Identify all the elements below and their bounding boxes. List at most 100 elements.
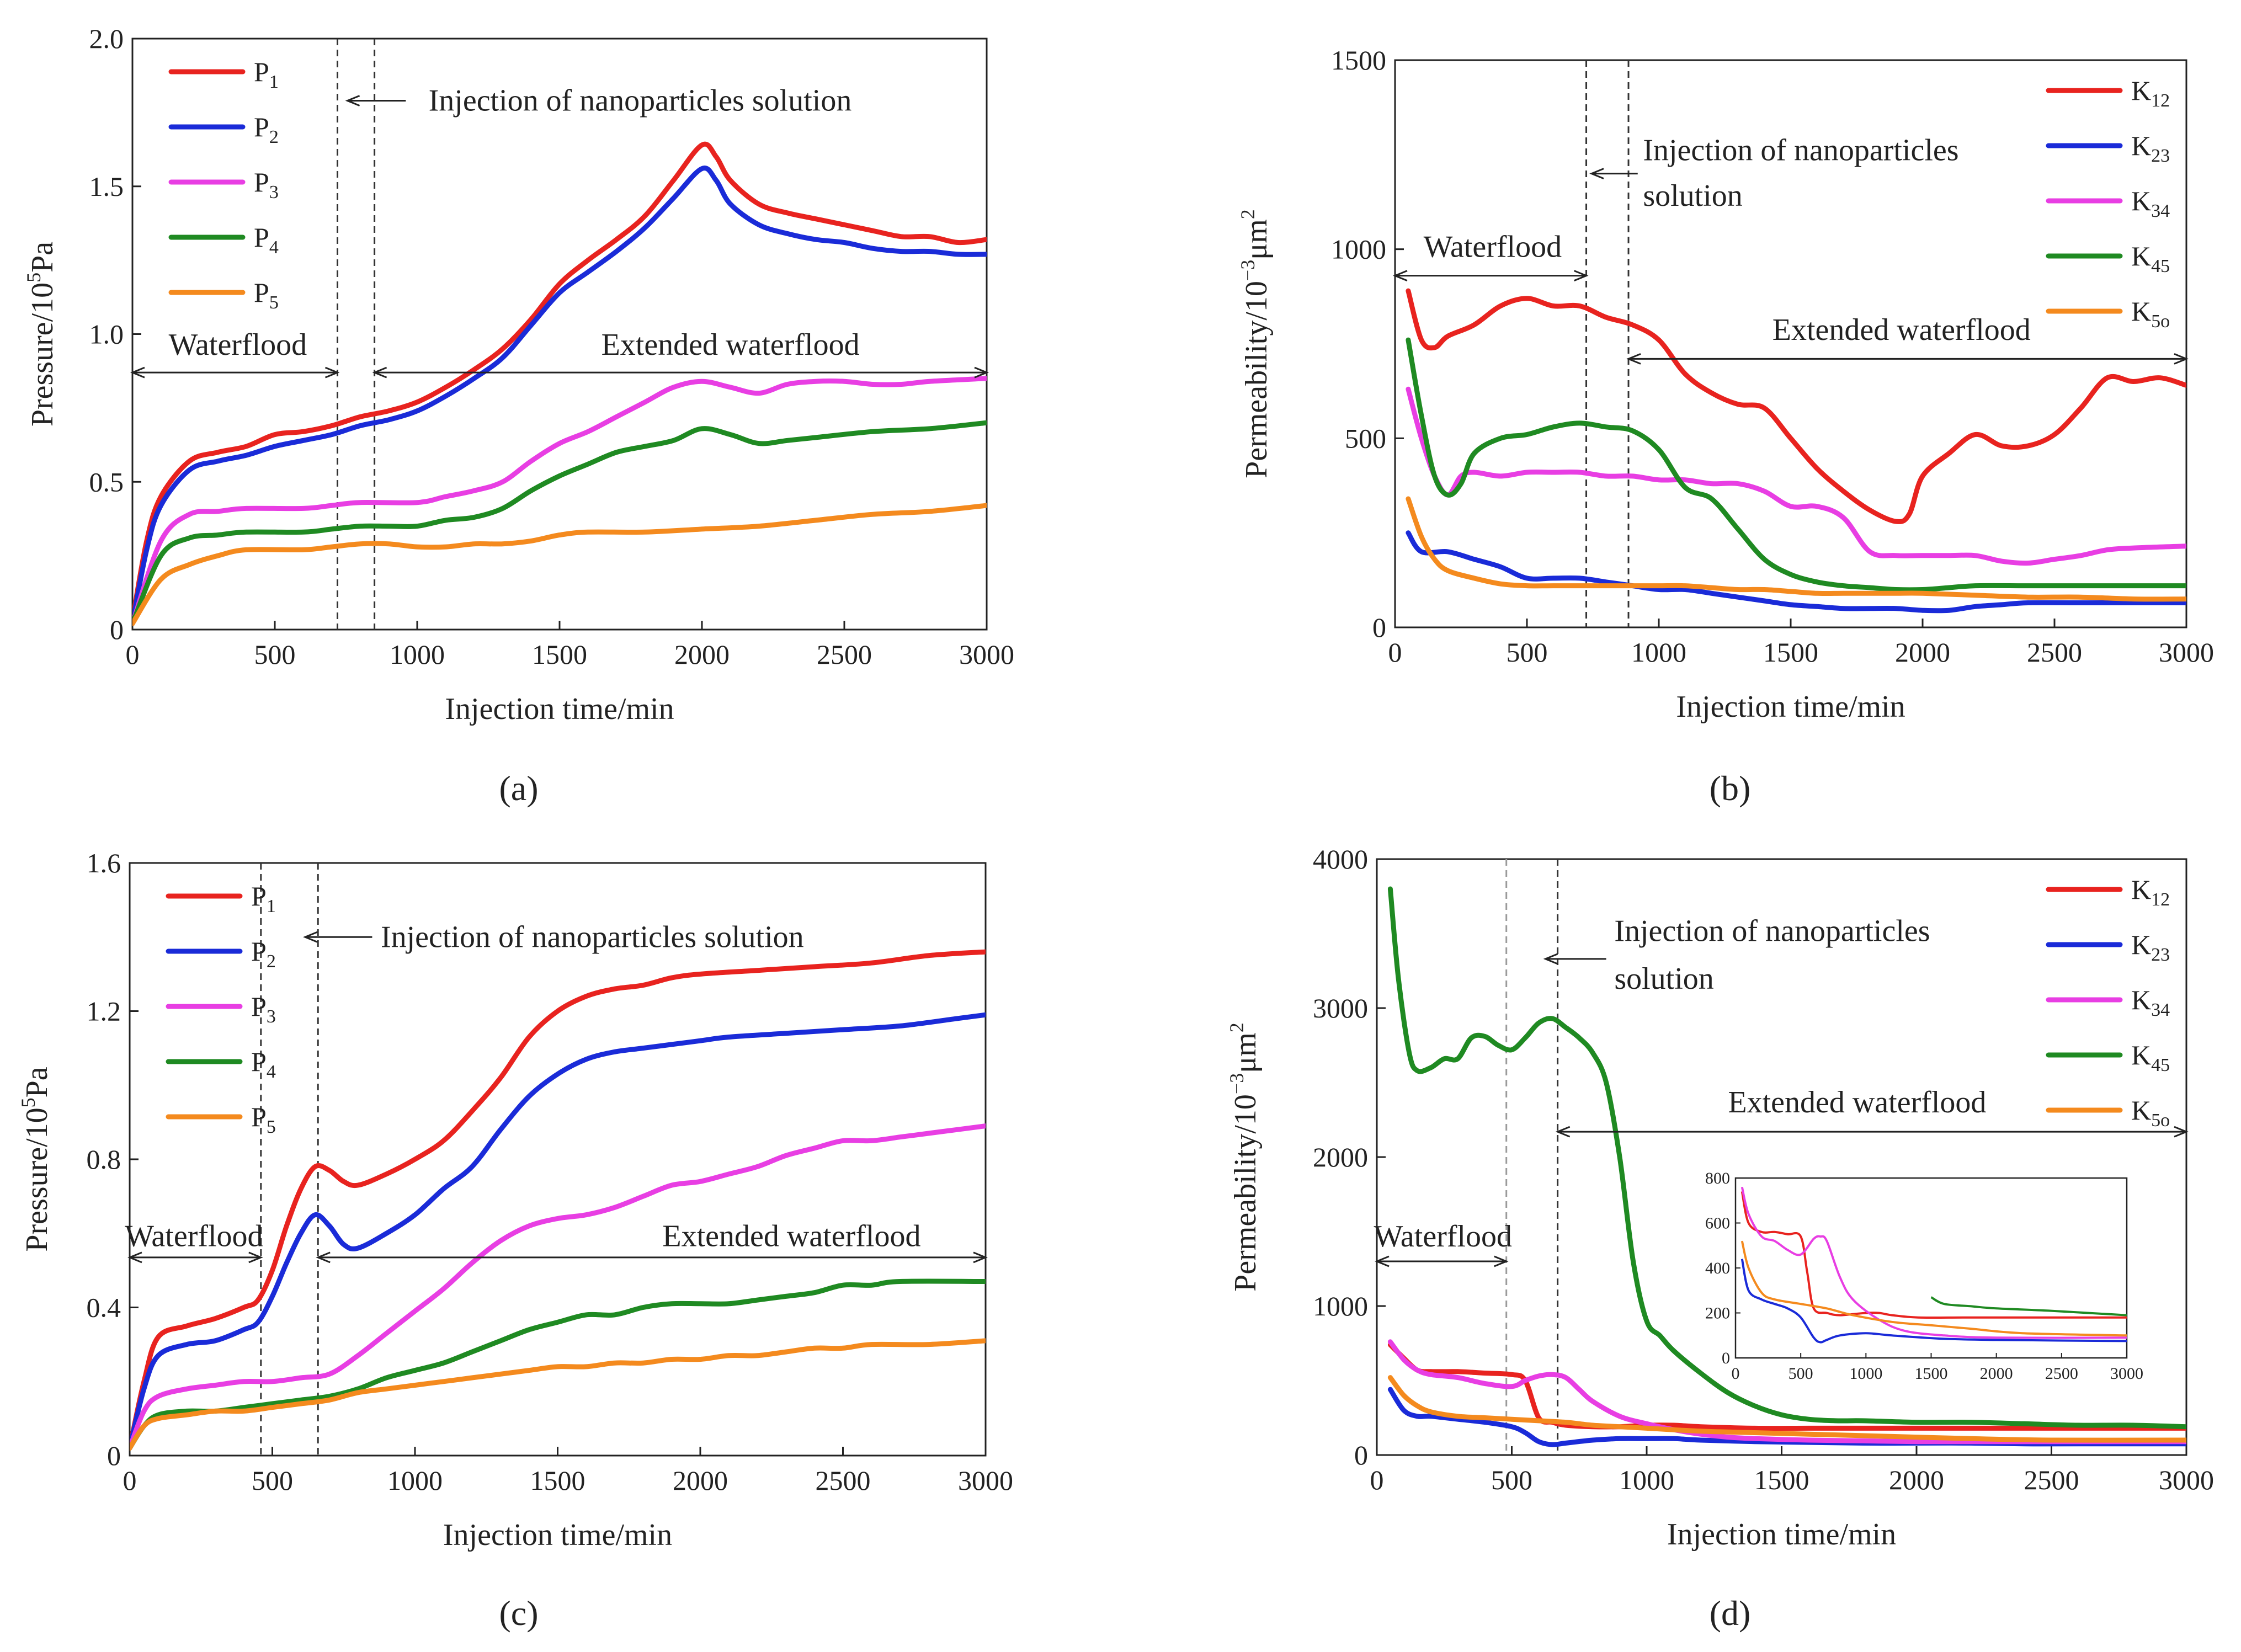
x-tick-label: 0 [123,1465,137,1496]
inset-y-tick-label: 800 [1705,1169,1730,1187]
x-tick-label: 0 [1388,637,1402,668]
x-tick-label: 2500 [2027,637,2082,668]
series-group [1406,288,2186,614]
inset-x-tick-label: 3000 [2110,1365,2143,1383]
series-line-p4 [130,1278,986,1451]
y-tick-label: 1.6 [87,848,121,878]
legend-label-k5o: K5o [2131,1095,2170,1131]
legend-label-p2: P2 [254,111,279,147]
injection-label: Injection of nanoparticles [1643,134,1958,168]
inset-x-tick-label: 500 [1788,1365,1813,1383]
inset-x-tick-label: 2000 [1980,1365,2013,1383]
series-line-k23 [1406,530,2186,614]
y-tick-label: 1500 [1331,45,1386,76]
series-line-p5 [132,503,987,626]
stage-label: Extended waterflood [601,328,860,362]
inset-series-group [1740,1186,2127,1344]
stage-label: Waterflood [125,1219,263,1254]
series-group [132,141,987,626]
panel-c: 0 500 1000 1500 2000 2500 3000 0 0.4 0.8 1.2 1.6 Inj… [17,848,1013,1552]
legend-label-k12: K12 [2131,75,2170,111]
legend: P1 P2 P3 P4 P5 [168,56,279,313]
x-tick-label: 2500 [817,639,872,670]
span-arrow-left [1375,1255,1390,1267]
x-tick-label: 1000 [387,1465,443,1496]
series-line-p4 [132,420,987,626]
series-group [1387,886,2186,1447]
x-tick-label: 3000 [2159,637,2214,668]
inset-y-tick-label: 600 [1705,1214,1730,1233]
panel-b: 0 500 1000 1500 2000 2500 3000 0 500 1000 1500 Inje… [1237,45,2214,724]
inset-x-tick-label: 1500 [1915,1365,1948,1383]
x-tick-label: 0 [126,639,140,670]
series-line-k34 [1406,386,2186,566]
injection-pointer-arrow [302,931,318,943]
inset-y-tick-label: 200 [1705,1304,1730,1323]
span-arrow-right [974,366,989,379]
legend-label-p1: P1 [251,881,276,916]
x-tick-label: 500 [254,639,296,670]
x-tick-label: 1000 [1619,1464,1674,1495]
y-tick-label: 0.4 [87,1292,121,1323]
x-axis-label: Injection time/min [445,692,674,726]
x-tick-label: 1000 [1631,637,1686,668]
panel-d: 0 500 1000 1500 2000 2500 30000100020003000400… [1226,844,2214,1552]
x-axis-label: Injection time/min [1676,690,1905,724]
series-line-k45 [1406,337,2186,593]
y-tick-label: 0 [107,1440,121,1471]
legend: K12 K23 K34 K45 K5o [2046,874,2170,1131]
x-tick-label: 2000 [1889,1464,1944,1495]
inset-series-line-k34 [1740,1186,2127,1339]
x-tick-label: 500 [1491,1464,1532,1495]
inset-series-line-k23 [1740,1259,2127,1344]
y-axis-label: Pressure/105Pa [23,242,60,427]
legend-label-p3: P3 [254,167,279,202]
legend-label-k45: K45 [2131,241,2170,276]
series-line-k45 [1387,886,2186,1430]
legend-label-k23: K23 [2131,929,2170,965]
legend: K12 K23 K34 K45 K5o [2046,75,2170,332]
y-tick-label: 0.8 [87,1144,121,1175]
span-arrow-left [1393,270,1408,282]
legend-label-k5o: K5o [2131,296,2170,332]
series-line-p1 [132,141,987,624]
series-group [130,949,986,1451]
legend-label-k12: K12 [2131,874,2170,910]
x-tick-label: 500 [1507,637,1548,668]
panel-a: 0 500 1000 1500 2000 2500 3000 0 0.5 1.0 1.5 2.0 Inj… [23,23,1014,726]
span-arrow-left [1626,353,1641,365]
span-arrow-left [372,366,387,379]
x-tick-label: 2000 [1895,637,1950,668]
span-arrow-right [1573,270,1589,282]
injection-pointer-arrow [1589,168,1604,179]
span-arrow-right [2174,1126,2189,1138]
y-tick-label: 3000 [1313,993,1368,1024]
y-tick-label: 0 [1372,612,1386,643]
y-tick-label: 0 [110,614,124,645]
series-line-k5o [1406,496,2186,602]
x-tick-label: 0 [1370,1464,1384,1495]
inset-chart: 0 500 1000 1500 2000 2500 3000 0 200 400 600 800 [1705,1169,2143,1383]
stage-label: Waterflood [169,328,307,362]
injection-pointer-arrow [345,95,360,106]
panel-label-d: (d) [1710,1594,1751,1633]
legend-label-k34: K34 [2131,984,2170,1020]
y-tick-label: 0.5 [89,466,124,497]
series-line-p2 [132,166,987,626]
legend-label-p1: P1 [254,56,279,92]
stage-label: Extended waterflood [1772,313,2031,347]
y-tick-label: 500 [1345,423,1386,454]
x-axis-label: Injection time/min [1667,1517,1896,1552]
legend-label-p5: P5 [254,277,279,313]
inset-series-line-k45 [1930,1296,2127,1317]
inset-y-tick-label: 400 [1705,1259,1730,1277]
injection-label: Injection of nanoparticles solution [429,83,852,118]
injection-label: Injection of nanoparticles solution [381,920,804,954]
inset-x-tick-label: 0 [1732,1365,1740,1383]
series-line-p1 [130,949,986,1451]
legend-label-p3: P3 [251,991,276,1027]
span-arrow-left [127,1251,142,1264]
legend-label-p2: P2 [251,936,276,972]
legend-label-p4: P4 [251,1046,276,1082]
